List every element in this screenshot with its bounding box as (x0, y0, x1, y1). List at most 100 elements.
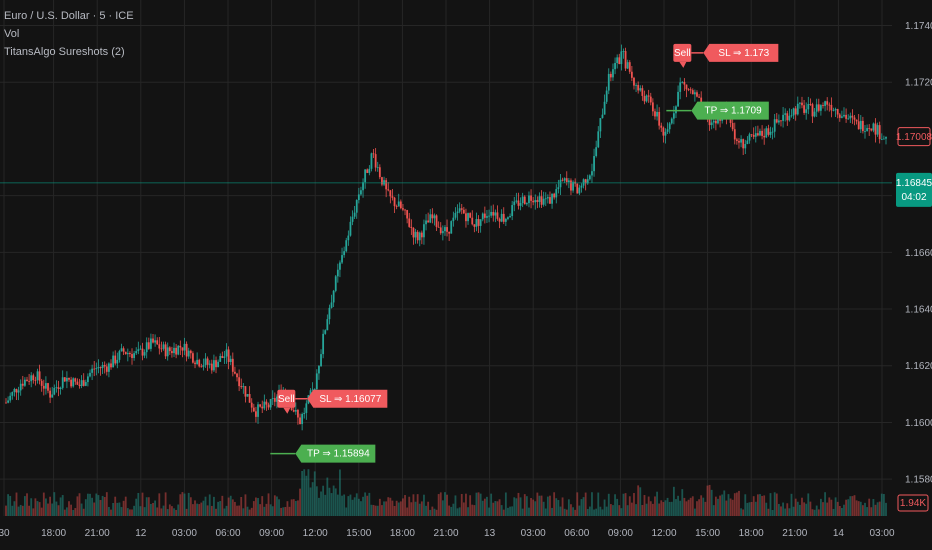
candle-body[interactable] (30, 375, 33, 382)
candle-body[interactable] (263, 401, 266, 409)
candle-body[interactable] (803, 105, 805, 113)
candle-body[interactable] (61, 377, 64, 388)
candle-body[interactable] (687, 89, 690, 91)
candle-body[interactable] (416, 231, 419, 241)
candle-body[interactable] (206, 358, 209, 365)
candle-body[interactable] (502, 213, 505, 222)
candle-body[interactable] (393, 197, 396, 207)
candle-body[interactable] (513, 201, 516, 206)
candle-body[interactable] (441, 231, 444, 234)
candle-body[interactable] (624, 51, 627, 69)
candle-body[interactable] (748, 134, 751, 141)
candle-body[interactable] (876, 125, 879, 135)
candle-body[interactable] (614, 62, 616, 70)
candle-body[interactable] (500, 213, 503, 222)
tp-tag[interactable] (691, 101, 769, 120)
candle-body[interactable] (276, 396, 278, 402)
candle-body[interactable] (775, 119, 778, 123)
candle-body[interactable] (649, 96, 652, 103)
candle-body[interactable] (494, 212, 497, 216)
candle-body[interactable] (517, 200, 520, 206)
candle-body[interactable] (576, 183, 579, 194)
candle-body[interactable] (588, 175, 591, 180)
candle-body[interactable] (32, 375, 35, 381)
candle-body[interactable] (257, 404, 259, 417)
candle-body[interactable] (515, 200, 518, 202)
candle-body[interactable] (832, 110, 835, 112)
candle-body[interactable] (784, 113, 787, 115)
time-axis[interactable]: 30 18:00 21:00 12 03:00 06:00 09:00 12:00 15:00 1… (0, 528, 895, 539)
candle-body[interactable] (240, 386, 243, 388)
candle-body[interactable] (345, 240, 348, 252)
candle-body[interactable] (572, 181, 574, 191)
candle-body[interactable] (641, 88, 644, 96)
candle-body[interactable] (194, 362, 196, 365)
candle-body[interactable] (292, 410, 295, 412)
candle-body[interactable] (15, 389, 18, 393)
candle-body[interactable] (269, 398, 272, 408)
candle-body[interactable] (202, 365, 205, 367)
candle-body[interactable] (866, 128, 868, 132)
candle-body[interactable] (540, 196, 543, 205)
candle-body[interactable] (397, 201, 400, 207)
candle-body[interactable] (351, 216, 354, 222)
candle-body[interactable] (133, 353, 136, 358)
candle-body[interactable] (362, 182, 364, 191)
candle-body[interactable] (788, 115, 791, 121)
candle-body[interactable] (822, 105, 824, 106)
candle-body[interactable] (404, 209, 406, 211)
candle-body[interactable] (521, 196, 524, 203)
candle-body[interactable] (553, 193, 556, 198)
candle-body[interactable] (84, 382, 87, 386)
candle-body[interactable] (55, 387, 58, 389)
candle-body[interactable] (532, 200, 535, 203)
candle-body[interactable] (353, 212, 356, 217)
candle-body[interactable] (834, 109, 837, 111)
candle-body[interactable] (454, 213, 457, 218)
candle-body[interactable] (830, 105, 833, 111)
candle-body[interactable] (131, 354, 133, 358)
candle-body[interactable] (679, 82, 682, 92)
candle-body[interactable] (154, 340, 157, 343)
candle-body[interactable] (261, 406, 264, 409)
candle-body[interactable] (853, 117, 856, 120)
candle-body[interactable] (311, 389, 314, 391)
candle-body[interactable] (654, 111, 656, 117)
candle-body[interactable] (399, 201, 402, 209)
candle-body[interactable] (689, 89, 692, 91)
candle-body[interactable] (666, 129, 669, 132)
candle-body[interactable] (57, 387, 60, 390)
candle-body[interactable] (807, 104, 810, 110)
candle-body[interactable] (546, 197, 549, 199)
candle-body[interactable] (656, 111, 658, 117)
candle-body[interactable] (555, 189, 558, 198)
candle-body[interactable] (433, 215, 436, 219)
sl-tag[interactable] (703, 43, 779, 62)
candle-body[interactable] (429, 214, 432, 223)
candle-body[interactable] (19, 383, 22, 391)
candle-body[interactable] (504, 218, 507, 222)
candle-body[interactable] (187, 350, 190, 357)
candle-body[interactable] (754, 133, 757, 137)
candle-body[interactable] (637, 85, 640, 91)
candle-body[interactable] (135, 351, 138, 354)
candle-body[interactable] (565, 178, 568, 183)
candle-body[interactable] (112, 355, 115, 368)
candle-body[interactable] (114, 355, 117, 364)
candle-body[interactable] (183, 343, 186, 351)
candle-body[interactable] (561, 179, 564, 181)
candle-body[interactable] (210, 363, 213, 371)
candle-body[interactable] (693, 92, 696, 95)
candle-body[interactable] (469, 213, 472, 218)
candle-body[interactable] (439, 227, 442, 234)
candle-body[interactable] (63, 377, 66, 382)
candle-body[interactable] (551, 193, 553, 204)
candle-body[interactable] (78, 384, 81, 386)
candle-body[interactable] (882, 138, 885, 140)
candle-body[interactable] (162, 344, 165, 349)
candle-body[interactable] (855, 119, 858, 122)
candle-body[interactable] (782, 114, 784, 121)
candle-body[interactable] (213, 360, 215, 371)
candle-body[interactable] (45, 383, 47, 389)
candle-body[interactable] (761, 130, 763, 136)
